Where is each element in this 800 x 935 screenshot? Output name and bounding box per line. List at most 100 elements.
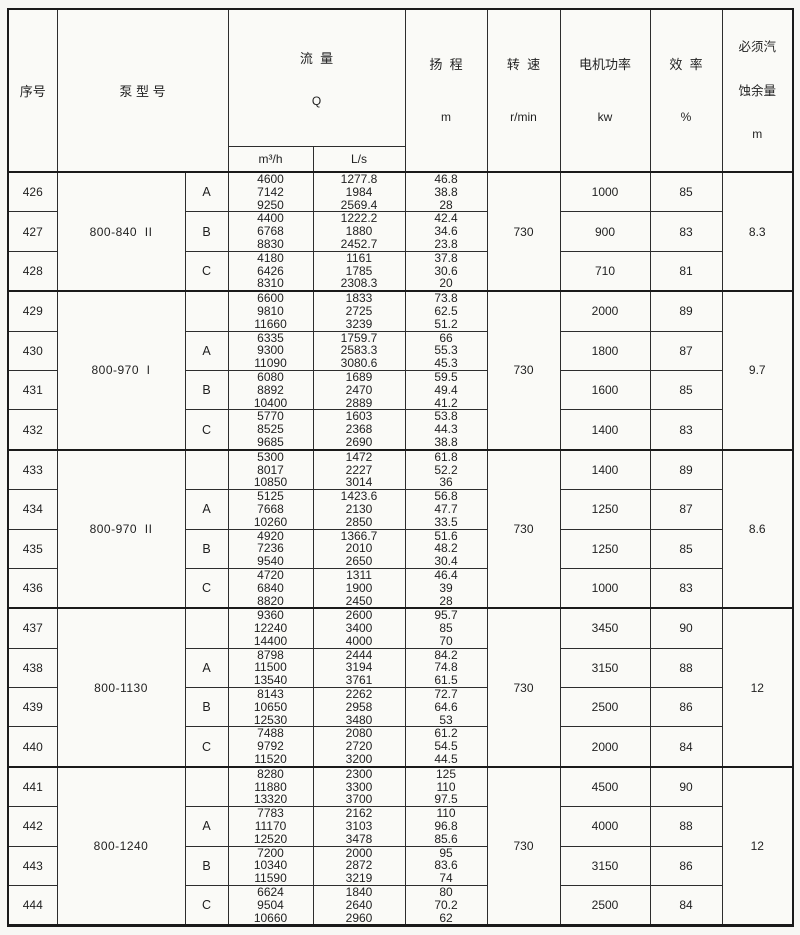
serial-number-cell: 440 bbox=[7, 726, 58, 768]
variant-letter-cell: A bbox=[184, 647, 229, 689]
variant-letter-cell: A bbox=[184, 489, 229, 530]
flow-m3h-values-cell: 4600 7142 9250 bbox=[227, 171, 314, 213]
efficiency-value-cell: 83 bbox=[649, 409, 723, 451]
flow-m3h-values-cell: 9360 12240 14400 bbox=[227, 607, 314, 649]
efficiency-value-cell: 90 bbox=[649, 607, 723, 649]
flow-ls-values-cell: 1840 2640 2960 bbox=[312, 885, 406, 927]
header-serial-label: 序号 bbox=[19, 84, 46, 99]
header-efficiency-title: 效 率 bbox=[669, 57, 703, 72]
variant-letter-cell: B bbox=[184, 211, 229, 252]
table-row: 441 800-1240 8280 11880 13320 2300 3300 3700 125… bbox=[7, 765, 794, 927]
power-value-cell: 2000 bbox=[559, 290, 651, 332]
flow-ls-values-cell: 1161 1785 2308.3 bbox=[312, 250, 406, 292]
serial-number-cell: 434 bbox=[7, 489, 58, 530]
head-values-cell: 72.7 64.6 53 bbox=[404, 687, 488, 728]
power-value-cell: 3150 bbox=[559, 845, 651, 887]
variant-letter-cell: B bbox=[184, 687, 229, 728]
head-values-cell: 95.7 85 70 bbox=[404, 607, 488, 649]
header-flow-unit-m3h: m³/h bbox=[227, 146, 314, 174]
variant-letter-cell: B bbox=[184, 528, 229, 569]
variant-letter-cell bbox=[184, 448, 229, 491]
head-values-cell: 61.2 54.5 44.5 bbox=[404, 726, 488, 768]
flow-ls-values-cell: 1277.8 1984 2569.4 bbox=[312, 171, 406, 213]
pump-model-cell: 800-1130 bbox=[56, 607, 186, 768]
npsh-value-cell: 12 bbox=[721, 765, 794, 927]
npsh-value-cell: 12 bbox=[721, 607, 794, 768]
serial-number-cell: 441 bbox=[7, 765, 58, 808]
table-row: 439 B 8143 10650 12530 2262 2958 3480 72.7 64.6 53… bbox=[7, 687, 793, 728]
pump-model-cell: 800-970 II bbox=[56, 448, 186, 609]
efficiency-value-cell: 81 bbox=[649, 250, 723, 292]
head-values-cell: 56.8 47.7 33.5 bbox=[404, 489, 488, 530]
head-values-cell: 51.6 48.2 30.4 bbox=[404, 528, 488, 569]
efficiency-value-cell: 86 bbox=[649, 845, 723, 887]
table-row: 432 C 5770 8525 9685 1603 2368 2690 53.8 44.3 38.8… bbox=[7, 409, 793, 451]
header-power-unit: kw bbox=[597, 110, 613, 124]
serial-number-cell: 428 bbox=[7, 250, 58, 292]
header-model: 泵 型 号 bbox=[56, 8, 229, 173]
efficiency-value-cell: 90 bbox=[649, 765, 723, 808]
efficiency-value-cell: 85 bbox=[649, 171, 723, 213]
flow-ls-values-cell: 2600 3400 4000 bbox=[312, 607, 406, 649]
variant-letter-cell bbox=[184, 765, 229, 808]
head-values-cell: 80 70.2 62 bbox=[404, 885, 488, 927]
efficiency-value-cell: 88 bbox=[649, 806, 723, 847]
variant-letter-cell: A bbox=[184, 806, 229, 847]
serial-number-cell: 429 bbox=[7, 290, 58, 332]
efficiency-value-cell: 84 bbox=[649, 726, 723, 768]
header-power: 电机功率 kw bbox=[559, 8, 651, 173]
table-row: 431 B 6080 8892 10400 1689 2470 2889 59.5 49.4 41.… bbox=[7, 369, 793, 411]
table-header: 序号 泵 型 号 流 量 Q 扬 程 m 转 速 r/min 电机功率 kw bbox=[7, 8, 794, 174]
flow-m3h-values-cell: 7488 9792 11520 bbox=[227, 726, 314, 768]
power-value-cell: 3450 bbox=[559, 607, 651, 649]
serial-number-cell: 427 bbox=[7, 211, 58, 252]
flow-m3h-values-cell: 5300 8017 10850 bbox=[227, 448, 314, 491]
efficiency-value-cell: 88 bbox=[649, 647, 723, 689]
npsh-value-cell: 8.6 bbox=[721, 448, 794, 609]
efficiency-value-cell: 89 bbox=[649, 290, 723, 332]
variant-letter-cell: B bbox=[184, 369, 229, 411]
head-values-cell: 110 96.8 85.6 bbox=[404, 806, 488, 847]
serial-number-cell: 438 bbox=[7, 647, 58, 689]
power-value-cell: 710 bbox=[559, 250, 651, 292]
pump-spec-table: 序号 泵 型 号 流 量 Q 扬 程 m 转 速 r/min 电机功率 kw bbox=[7, 8, 795, 928]
power-value-cell: 1800 bbox=[559, 330, 651, 371]
pump-model-cell: 800-1240 bbox=[56, 765, 186, 927]
flow-ls-values-cell: 1689 2470 2889 bbox=[312, 369, 406, 411]
npsh-value-cell: 8.3 bbox=[721, 170, 794, 292]
flow-m3h-values-cell: 4920 7236 9540 bbox=[227, 528, 314, 569]
head-values-cell: 95 83.6 74 bbox=[404, 845, 488, 887]
flow-ls-values-cell: 2162 3103 3478 bbox=[312, 806, 406, 847]
variant-letter-cell: A bbox=[184, 171, 229, 213]
flow-ls-values-cell: 2444 3194 3761 bbox=[312, 647, 406, 689]
serial-number-cell: 439 bbox=[7, 687, 58, 728]
variant-letter-cell: B bbox=[184, 845, 229, 887]
speed-value-cell: 730 bbox=[486, 765, 561, 927]
power-value-cell: 1400 bbox=[559, 409, 651, 451]
table-row: 429 800-970 I 6600 9810 11660 1833 2725 3239 73.… bbox=[7, 290, 794, 451]
header-flow-title: 流 量 bbox=[299, 51, 334, 67]
serial-number-cell: 442 bbox=[7, 806, 58, 847]
head-values-cell: 46.8 38.8 28 bbox=[404, 171, 488, 213]
flow-ls-values-cell: 2262 2958 3480 bbox=[312, 687, 406, 728]
npsh-value-cell: 9.7 bbox=[721, 290, 794, 451]
efficiency-value-cell: 87 bbox=[649, 330, 723, 371]
flow-m3h-values-cell: 6335 9300 11090 bbox=[227, 330, 314, 371]
power-value-cell: 4000 bbox=[559, 806, 651, 847]
power-value-cell: 1250 bbox=[559, 489, 651, 530]
variant-letter-cell bbox=[184, 607, 229, 649]
flow-m3h-values-cell: 5125 7668 10260 bbox=[227, 489, 314, 530]
variant-letter-cell: A bbox=[184, 330, 229, 371]
table-row: 430 A 6335 9300 11090 1759.7 2583.3 3080.6 66 55.… bbox=[7, 330, 793, 371]
header-serial: 序号 bbox=[7, 8, 58, 173]
efficiency-value-cell: 87 bbox=[649, 489, 723, 530]
header-power-title: 电机功率 bbox=[579, 57, 632, 72]
table-row: 433 800-970 II 5300 8017 10850 1472 2227 3014 61… bbox=[7, 448, 794, 609]
variant-letter-cell: C bbox=[184, 726, 229, 768]
header-efficiency: 效 率 % bbox=[649, 8, 723, 173]
power-value-cell: 900 bbox=[559, 211, 651, 252]
flow-ls-values-cell: 2080 2720 3200 bbox=[312, 726, 406, 768]
efficiency-value-cell: 84 bbox=[649, 885, 723, 927]
flow-ls-values-cell: 1472 2227 3014 bbox=[312, 448, 406, 491]
serial-number-cell: 430 bbox=[7, 330, 58, 371]
